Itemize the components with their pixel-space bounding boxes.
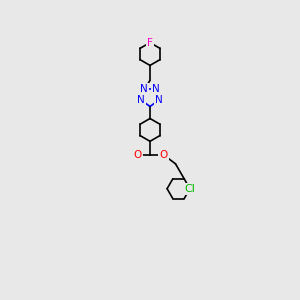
- Text: F: F: [147, 38, 153, 48]
- Text: O: O: [159, 150, 168, 160]
- Text: N: N: [137, 95, 145, 105]
- Text: N: N: [155, 95, 163, 105]
- Text: O: O: [134, 150, 142, 160]
- Text: Cl: Cl: [184, 184, 195, 194]
- Text: N: N: [140, 84, 148, 94]
- Text: N: N: [152, 84, 160, 94]
